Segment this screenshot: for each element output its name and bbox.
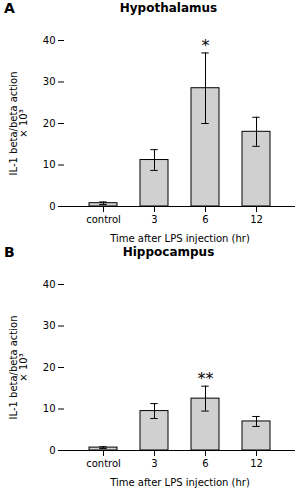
svg-text:20: 20 <box>43 118 56 129</box>
svg-text:20: 20 <box>43 362 56 373</box>
svg-text:12: 12 <box>250 214 263 225</box>
svg-text:3: 3 <box>151 214 157 225</box>
svg-text:0: 0 <box>49 445 55 456</box>
html-text:A: A <box>4 0 15 16</box>
svg-text:12: 12 <box>250 458 263 469</box>
svg-text:40: 40 <box>43 279 56 290</box>
svg-text:*: * <box>202 36 210 55</box>
svg-text:control: control <box>86 458 121 469</box>
svg-text:3: 3 <box>151 458 157 469</box>
svg-text:10: 10 <box>43 159 56 170</box>
svg-text:30: 30 <box>43 320 56 331</box>
svg-text:30: 30 <box>43 76 56 87</box>
svg-text:10: 10 <box>43 403 56 414</box>
svg-text:6: 6 <box>202 214 208 225</box>
svg-text:**: ** <box>198 369 214 388</box>
svg-text:0: 0 <box>49 201 55 212</box>
svg-text:Time after LPS injection (hr): Time after LPS injection (hr) <box>109 233 250 244</box>
svg-text:6: 6 <box>202 458 208 469</box>
svg-text:Time after LPS injection (hr): Time after LPS injection (hr) <box>109 477 250 488</box>
svg-text:IL-1 beta/beta action× 10³: IL-1 beta/beta action× 10³ <box>8 72 29 176</box>
html-text:Hippocampus: Hippocampus <box>122 245 215 259</box>
svg-text:control: control <box>86 214 121 225</box>
svg-text:40: 40 <box>43 35 56 46</box>
html-text:Hypothalamus: Hypothalamus <box>119 1 218 15</box>
html-text:B: B <box>4 244 15 260</box>
svg-text:IL-1 beta/beta action× 10³: IL-1 beta/beta action× 10³ <box>8 316 29 420</box>
